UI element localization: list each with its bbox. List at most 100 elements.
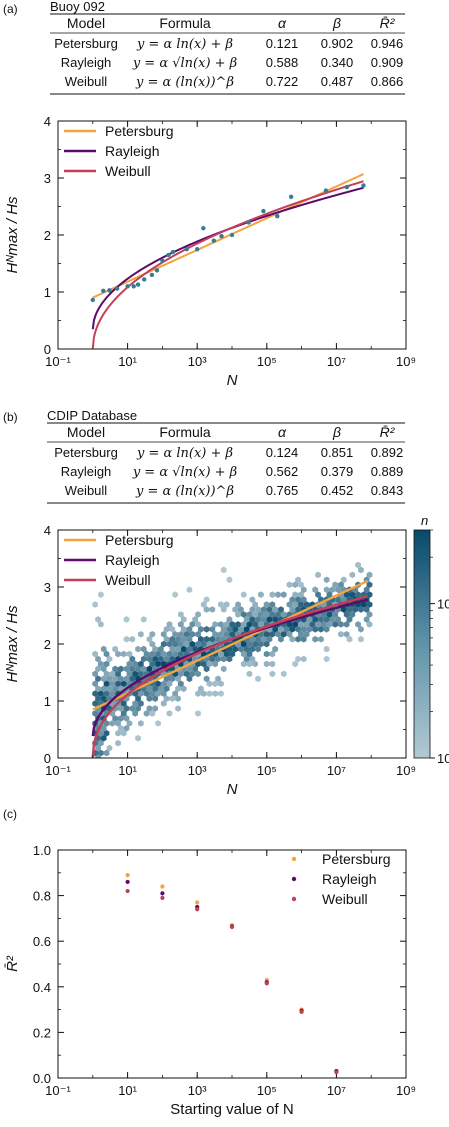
- hexbin-cell: [252, 660, 258, 668]
- hexbin-cell: [178, 650, 184, 658]
- x-tick-label: 10³: [188, 763, 207, 778]
- hexbin-cell: [318, 635, 324, 643]
- hexbin-cell: [180, 635, 187, 643]
- table-cell-alpha: 0.562: [266, 464, 299, 479]
- hexbin-cell: [158, 655, 164, 663]
- hexbin-cell: [183, 670, 190, 678]
- x-tick-label: 10⁷: [327, 354, 346, 369]
- hexbin-cell: [163, 695, 170, 702]
- y-axis-label: Hᴺmax / Hs: [4, 605, 21, 683]
- hexbin-cell: [138, 631, 144, 638]
- hexbin-cell: [146, 685, 153, 692]
- hexbin-cell: [118, 725, 124, 732]
- hexbin-cell: [118, 665, 124, 673]
- hexbin-cell: [246, 611, 253, 618]
- y-tick-label: 0.2: [33, 1025, 51, 1040]
- hexbin-cell: [289, 626, 296, 633]
- hexbin-cell: [115, 739, 121, 747]
- hexbin-cell: [312, 626, 319, 633]
- hexbin-cell: [106, 655, 113, 663]
- hexbin-cell: [166, 621, 173, 628]
- hexbin-cell: [289, 596, 296, 603]
- hexbin-cell: [129, 705, 136, 712]
- hexbin-cell: [220, 566, 227, 574]
- hexbin-cell: [280, 591, 287, 598]
- hexbin-cell: [298, 591, 304, 598]
- hexbin-cell: [103, 650, 110, 658]
- hexbin-cell: [129, 665, 136, 673]
- chart-a-axes: 10⁻¹ 10¹ 10³ 10⁵ 10⁷ 10⁹ 0 1 2 3 4 N Hᴺmax / Hs: [4, 114, 416, 389]
- hexbin-cell: [212, 660, 218, 668]
- hexbin-cell: [240, 591, 247, 598]
- hexbin-cell: [249, 645, 256, 653]
- hexbin-cell: [95, 695, 101, 702]
- hexbin-cell: [295, 635, 301, 643]
- hexbin-cell: [118, 715, 124, 722]
- hexbin-cell: [332, 611, 339, 618]
- table-header-cell: α: [278, 424, 287, 440]
- hexbin-cell: [249, 616, 256, 623]
- hexbin-cell: [95, 685, 101, 692]
- hexbin-cell: [198, 635, 204, 643]
- hexbin-cell: [223, 621, 230, 628]
- hexbin-cell: [160, 640, 167, 648]
- hexbin-cell: [269, 650, 276, 658]
- hexbin-cell: [106, 685, 113, 692]
- hexbin-cell: [260, 635, 267, 643]
- table-cell-model: Weibull: [65, 483, 108, 498]
- hexbin-cell: [218, 680, 224, 687]
- hexbin-cell: [132, 690, 138, 697]
- hexbin-cell: [175, 695, 181, 702]
- hexbin-cell: [203, 635, 210, 643]
- hexbin-cell: [315, 621, 321, 628]
- hexbin-cell: [140, 645, 147, 653]
- panel-c-label: (c): [3, 807, 17, 821]
- hexbin-cell: [249, 606, 256, 613]
- hexbin-cell: [263, 660, 270, 668]
- hexbin-cell: [160, 650, 167, 658]
- table-cell-r2: 0.843: [371, 483, 404, 498]
- hexbin-cell: [203, 626, 210, 633]
- hexbin-cell: [132, 660, 138, 668]
- x-tick-label: 10⁹: [396, 1083, 416, 1098]
- hexbin-cell: [178, 670, 184, 678]
- data-point: [149, 272, 155, 278]
- chart-c-plot-area: [125, 872, 339, 1075]
- hexbin-cell: [135, 695, 141, 702]
- hexbin-cell: [346, 606, 353, 613]
- hexbin-cell: [203, 675, 210, 683]
- hexbin-cell: [258, 611, 264, 618]
- data-point-weibull: [195, 907, 200, 912]
- hexbin-cell: [146, 665, 153, 673]
- hexbin-cell: [98, 621, 104, 628]
- hexbin-cell: [269, 611, 276, 618]
- chart-a: 10⁻¹ 10¹ 10³ 10⁵ 10⁷ 10⁹ 0 1 2 3 4 N Hᴺmax / Hs Pete…: [4, 114, 416, 389]
- hexbin-cell: [115, 720, 121, 727]
- hexbin-cell: [186, 665, 193, 673]
- hexbin-cell: [152, 695, 158, 702]
- hexbin-cell: [286, 621, 293, 628]
- hexbin-cell: [198, 685, 204, 692]
- legend-entry: Weibull: [322, 891, 368, 907]
- hexbin-cell: [338, 631, 344, 638]
- hexbin-cell: [269, 631, 276, 638]
- table-cell-alpha: 0.765: [266, 483, 299, 498]
- hexbin-cell: [286, 631, 293, 638]
- hexbin-cell: [258, 591, 264, 598]
- hexbin-cell: [280, 670, 287, 678]
- hexbin-cell: [295, 606, 301, 613]
- hexbin-cell: [149, 710, 156, 717]
- table-header-cell: Model: [67, 15, 105, 31]
- hexbin-cell: [366, 591, 373, 598]
- data-point: [142, 277, 147, 282]
- table-cell-beta: 0.340: [321, 55, 354, 70]
- hexbin-cell: [226, 655, 233, 663]
- hexbin-cell: [246, 621, 253, 628]
- hexbin-cell: [249, 635, 256, 643]
- chart-b: 10⁻¹ 10¹ 10³ 10⁵ 10⁷ 10⁹ 0 1 2 3 4 N Hᴺmax / Hs Pete…: [4, 513, 449, 798]
- hexbin-cell: [120, 680, 127, 687]
- data-point: [195, 247, 200, 252]
- hexbin-cell: [189, 640, 196, 648]
- hexbin-cell: [155, 680, 161, 687]
